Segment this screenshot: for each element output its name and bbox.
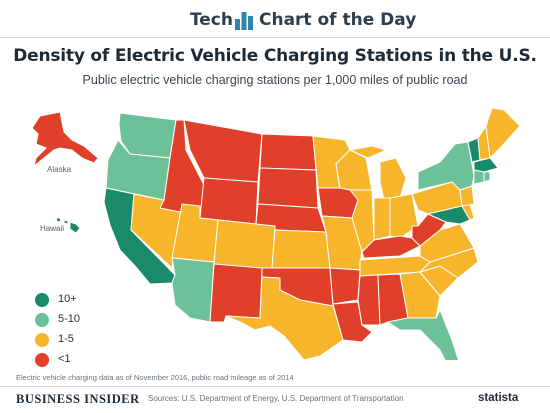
state-SD bbox=[257, 167, 319, 209]
brand-chart-of-the-day: Chart of the Day bbox=[259, 10, 417, 30]
hawaii-label: Hawaii bbox=[40, 224, 65, 233]
state-OH bbox=[389, 193, 419, 239]
state-IN bbox=[373, 197, 391, 241]
state-MA bbox=[473, 157, 499, 173]
state-WV bbox=[411, 213, 447, 247]
state-KS bbox=[271, 229, 331, 269]
alaska-label: Alaska bbox=[47, 165, 72, 174]
state-NM bbox=[209, 263, 263, 323]
state-HI bbox=[55, 217, 81, 234]
legend-swatch bbox=[35, 293, 49, 307]
footer-divider bbox=[0, 386, 550, 387]
state-WY bbox=[199, 177, 259, 225]
chart-subtitle: Public electric vehicle charging station… bbox=[82, 73, 468, 87]
state-CT bbox=[473, 169, 485, 185]
bar-chart-icon bbox=[235, 12, 253, 30]
state-AR bbox=[329, 267, 361, 305]
state-AZ bbox=[171, 257, 215, 323]
state-AK bbox=[31, 111, 99, 167]
state-ME bbox=[485, 107, 521, 159]
state-NY bbox=[417, 141, 475, 191]
header-bar: Tech Chart of the Day bbox=[0, 0, 550, 37]
legend-swatch bbox=[35, 333, 49, 347]
legend-label: 10+ bbox=[58, 293, 77, 305]
legend-label: 1-5 bbox=[58, 333, 74, 345]
header-divider bbox=[0, 37, 550, 38]
legend-label: <1 bbox=[58, 353, 71, 365]
us-map bbox=[31, 107, 521, 360]
state-MD bbox=[427, 205, 471, 225]
brand-tech: Tech bbox=[189, 10, 233, 30]
state-ND bbox=[259, 133, 317, 171]
legend-swatch bbox=[35, 313, 49, 327]
state-FL bbox=[387, 309, 459, 360]
state-CO bbox=[213, 219, 276, 271]
state-MS bbox=[357, 274, 381, 326]
publisher-logo: BUSINESS INSIDER bbox=[16, 392, 140, 406]
statista-logo: statista bbox=[478, 392, 519, 404]
footnote: Electric vehicle charging data as of Nov… bbox=[16, 373, 294, 382]
legend-label: 5-10 bbox=[58, 313, 81, 325]
sources-text: Sources: U.S. Department of Energy, U.S.… bbox=[148, 394, 404, 403]
chart-title: Density of Electric Vehicle Charging Sta… bbox=[13, 46, 537, 66]
state-TX bbox=[225, 276, 344, 360]
state-GA bbox=[399, 271, 441, 319]
legend-swatch bbox=[35, 353, 49, 367]
state-RI bbox=[483, 171, 491, 183]
